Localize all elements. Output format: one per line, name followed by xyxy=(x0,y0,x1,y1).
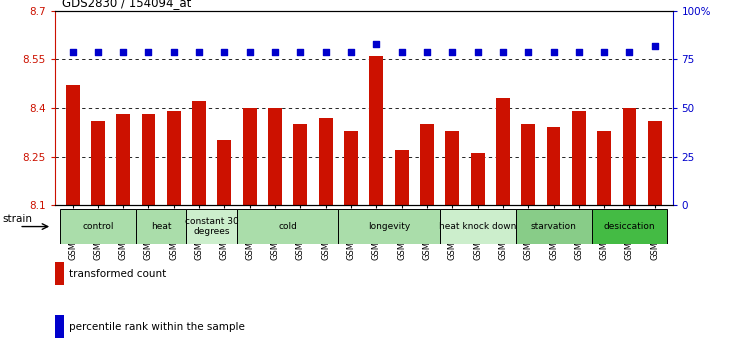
Bar xyxy=(597,131,611,205)
Bar xyxy=(91,121,105,205)
Text: starvation: starvation xyxy=(531,222,577,231)
Bar xyxy=(648,121,662,205)
Bar xyxy=(66,85,80,205)
Text: constant 30
degrees: constant 30 degrees xyxy=(185,217,238,236)
Point xyxy=(371,41,382,46)
Bar xyxy=(136,209,186,244)
Text: heat knock down: heat knock down xyxy=(439,222,516,231)
Bar xyxy=(268,108,282,205)
Point xyxy=(471,48,483,54)
Text: strain: strain xyxy=(3,215,33,224)
Bar xyxy=(237,209,338,244)
Point xyxy=(497,48,509,54)
Point xyxy=(395,48,407,54)
Bar xyxy=(369,56,383,205)
Bar xyxy=(293,124,307,205)
Bar xyxy=(445,131,459,205)
Bar xyxy=(55,262,64,285)
Point xyxy=(219,48,230,54)
Point xyxy=(523,48,534,54)
Bar xyxy=(60,209,136,244)
Text: heat: heat xyxy=(151,222,171,231)
Point xyxy=(320,48,332,54)
Point xyxy=(244,48,256,54)
Point xyxy=(67,48,78,54)
Bar xyxy=(471,153,485,205)
Bar xyxy=(623,108,637,205)
Bar xyxy=(591,209,667,244)
Bar xyxy=(243,108,257,205)
Bar xyxy=(338,209,439,244)
Bar xyxy=(439,209,515,244)
Point xyxy=(118,48,129,54)
Bar xyxy=(116,114,130,205)
Bar xyxy=(521,124,535,205)
Bar xyxy=(167,111,181,205)
Point xyxy=(269,48,281,54)
Text: control: control xyxy=(82,222,113,231)
Text: transformed count: transformed count xyxy=(69,269,166,279)
Bar xyxy=(319,118,333,205)
Bar xyxy=(218,141,232,205)
Bar xyxy=(572,111,586,205)
Point xyxy=(345,48,357,54)
Point xyxy=(143,48,154,54)
Bar xyxy=(186,209,237,244)
Text: cold: cold xyxy=(279,222,298,231)
Text: GDS2830 / 154094_at: GDS2830 / 154094_at xyxy=(62,0,192,9)
Bar xyxy=(395,150,409,205)
Bar xyxy=(515,209,591,244)
Point xyxy=(447,48,458,54)
Point xyxy=(573,48,585,54)
Point xyxy=(168,48,180,54)
Bar xyxy=(192,102,206,205)
Text: percentile rank within the sample: percentile rank within the sample xyxy=(69,322,245,332)
Point xyxy=(598,48,610,54)
Point xyxy=(421,48,433,54)
Point xyxy=(649,43,661,48)
Text: desiccation: desiccation xyxy=(604,222,655,231)
Bar xyxy=(344,131,358,205)
Bar xyxy=(420,124,434,205)
Text: longevity: longevity xyxy=(368,222,410,231)
Point xyxy=(624,48,635,54)
Bar xyxy=(547,127,561,205)
Bar xyxy=(496,98,510,205)
Point xyxy=(548,48,559,54)
Point xyxy=(92,48,104,54)
Point xyxy=(193,48,205,54)
Bar xyxy=(55,315,64,338)
Bar xyxy=(142,114,156,205)
Point xyxy=(295,48,306,54)
